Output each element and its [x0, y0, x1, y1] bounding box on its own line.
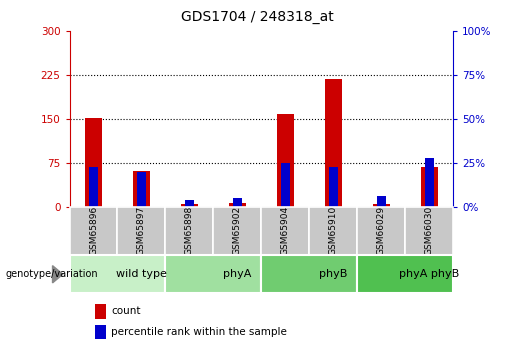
Bar [233, 198, 242, 207]
Bar [310, 207, 357, 255]
Bar [261, 255, 357, 293]
Text: percentile rank within the sample: percentile rank within the sample [111, 327, 287, 337]
Bar [70, 255, 165, 293]
Bar [95, 325, 106, 339]
Bar [229, 204, 246, 207]
Bar [357, 255, 453, 293]
Bar [373, 204, 390, 207]
Text: GSM66029: GSM66029 [377, 206, 386, 255]
Bar [213, 207, 261, 255]
Bar [325, 79, 341, 207]
Bar [95, 304, 106, 319]
Bar [377, 196, 386, 207]
Text: phyA phyB: phyA phyB [399, 269, 459, 279]
Bar [277, 114, 294, 207]
Bar [425, 158, 434, 207]
Bar [165, 255, 261, 293]
Bar [89, 167, 98, 207]
Bar [405, 207, 453, 255]
Polygon shape [53, 266, 63, 283]
Text: GSM65902: GSM65902 [233, 206, 242, 255]
Bar [85, 118, 102, 207]
Bar [133, 171, 150, 207]
Text: genotype/variation: genotype/variation [5, 269, 98, 279]
Text: GDS1704 / 248318_at: GDS1704 / 248318_at [181, 10, 334, 24]
Bar [70, 207, 117, 255]
Text: GSM65904: GSM65904 [281, 206, 290, 255]
Bar [185, 200, 194, 207]
Text: wild type: wild type [116, 269, 167, 279]
Bar [117, 207, 165, 255]
Text: GSM65910: GSM65910 [329, 206, 338, 255]
Bar [261, 207, 310, 255]
Bar [137, 172, 146, 207]
Text: GSM65896: GSM65896 [89, 206, 98, 255]
Text: count: count [111, 306, 141, 316]
Text: GSM66030: GSM66030 [425, 206, 434, 255]
Bar [421, 167, 438, 207]
Bar [281, 163, 289, 207]
Text: GSM65897: GSM65897 [137, 206, 146, 255]
Bar [165, 207, 213, 255]
Text: phyA: phyA [223, 269, 251, 279]
Bar [329, 167, 338, 207]
Bar [357, 207, 405, 255]
Bar [181, 204, 198, 207]
Text: GSM65898: GSM65898 [185, 206, 194, 255]
Text: phyB: phyB [319, 269, 348, 279]
